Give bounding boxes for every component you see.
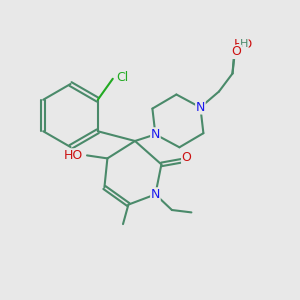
Text: H: H bbox=[240, 39, 248, 50]
Text: O: O bbox=[232, 45, 241, 58]
Text: N: N bbox=[151, 188, 160, 201]
Text: HO: HO bbox=[233, 38, 253, 52]
Text: Cl: Cl bbox=[116, 71, 128, 84]
Text: N: N bbox=[151, 128, 160, 141]
Text: O: O bbox=[182, 151, 191, 164]
Text: HO: HO bbox=[64, 149, 83, 162]
Text: N: N bbox=[196, 101, 205, 114]
